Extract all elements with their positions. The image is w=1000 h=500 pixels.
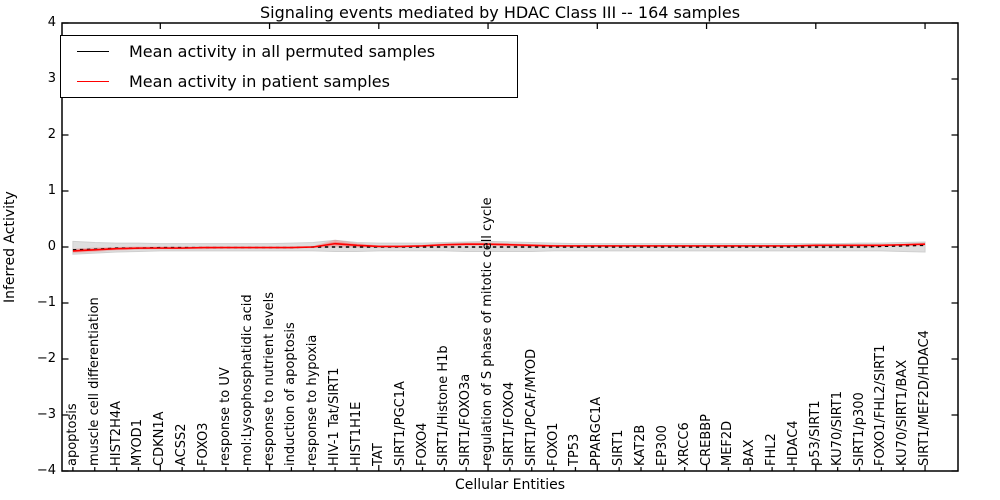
x-tick-label: p53/SIRT1 [807, 400, 823, 466]
x-tick-label: TP53 [567, 433, 583, 466]
x-tick-label: CREBBP [698, 414, 714, 466]
x-tick-label: regulation of S phase of mitotic cell cy… [480, 197, 496, 466]
x-tick-label: SIRT1/FOXO4 [501, 381, 517, 466]
x-tick-label: HIST1H1E [348, 401, 364, 466]
x-tick-label: PPARGC1A [589, 396, 605, 466]
y-tick-label: 4 [47, 15, 56, 30]
chart-title: Signaling events mediated by HDAC Class … [259, 3, 741, 22]
x-tick-label: KU70/SIRT1 [829, 391, 845, 466]
x-tick-label: FOXO4 [414, 422, 430, 466]
y-tick-label: 2 [47, 127, 56, 142]
x-tick-label: FOXO1/FHL2/SIRT1 [873, 344, 889, 466]
legend-label: Mean activity in all permuted samples [129, 42, 436, 61]
x-tick-label: induction of apoptosis [283, 322, 299, 466]
x-tick-label: BAX [742, 439, 758, 466]
y-tick-label: −4 [36, 463, 56, 478]
x-tick-label: HIST2H4A [108, 400, 124, 466]
x-tick-label: SIRT1 [611, 429, 627, 466]
permuted-line-sample [77, 51, 109, 52]
patient-mean-line [72, 242, 926, 252]
y-tick-label: −3 [36, 407, 56, 422]
x-tick-label: MYOD1 [130, 419, 146, 466]
x-axis-title: Cellular Entities [454, 477, 566, 493]
x-tick-label: FOXO1 [545, 422, 561, 466]
y-tick-label: 3 [47, 71, 56, 86]
x-tick-label: SIRT1/Histone H1b [436, 345, 452, 466]
permuted-samples-envelope [72, 239, 926, 255]
x-tick-label: SIRT1/p300 [851, 392, 867, 466]
legend-entry-permuted: Mean activity in all permuted samples [61, 40, 517, 64]
x-tick-label: XRCC6 [676, 422, 692, 466]
x-tick-label: FOXO3 [196, 422, 211, 466]
x-tick-label: FHL2 [764, 433, 780, 466]
x-tick-label: KAT2B [633, 424, 648, 466]
x-tick-label: SIRT1/FOXO3a [458, 373, 474, 466]
plot-frame [61, 22, 959, 472]
legend-entry-patient: Mean activity in patient samples [61, 70, 517, 94]
legend-label: Mean activity in patient samples [129, 72, 390, 91]
y-tick-label: 0 [47, 239, 56, 254]
x-tick-label: ACSS2 [174, 423, 190, 466]
x-tick-label: EP300 [654, 425, 670, 466]
x-tick-label: SIRT1/MEF2D/HDAC4 [917, 330, 933, 466]
x-tick-label: response to UV [217, 367, 233, 466]
y-tick-label: 1 [47, 183, 56, 198]
y-tick-label: −1 [36, 295, 56, 310]
x-tick-label: MEF2D [720, 420, 736, 466]
x-tick-label: SIRT1/PGC1A [392, 381, 408, 466]
x-tick-label: TAT [370, 443, 386, 466]
patient-line-sample [77, 81, 109, 82]
x-tick-label: response to nutrient levels [261, 291, 277, 466]
y-tick-label: −2 [36, 351, 56, 366]
x-tick-label: muscle cell differentiation [86, 297, 102, 466]
x-tick-label: KU70/SIRT1/BAX [895, 359, 911, 466]
x-tick-label: HIV-1 Tat/SIRT1 [327, 367, 343, 466]
x-tick-label: mol:Lysophosphatidic acid [239, 294, 255, 466]
x-tick-label: response to hypoxia [305, 334, 321, 466]
x-tick-label: HDAC4 [785, 420, 801, 466]
x-tick-label: SIRT1/PCAF/MYOD [523, 348, 539, 466]
x-tick-label: apoptosis [64, 403, 80, 466]
x-tick-label: CDKN1A [152, 411, 168, 466]
legend: Mean activity in all permuted samples Me… [60, 35, 518, 98]
